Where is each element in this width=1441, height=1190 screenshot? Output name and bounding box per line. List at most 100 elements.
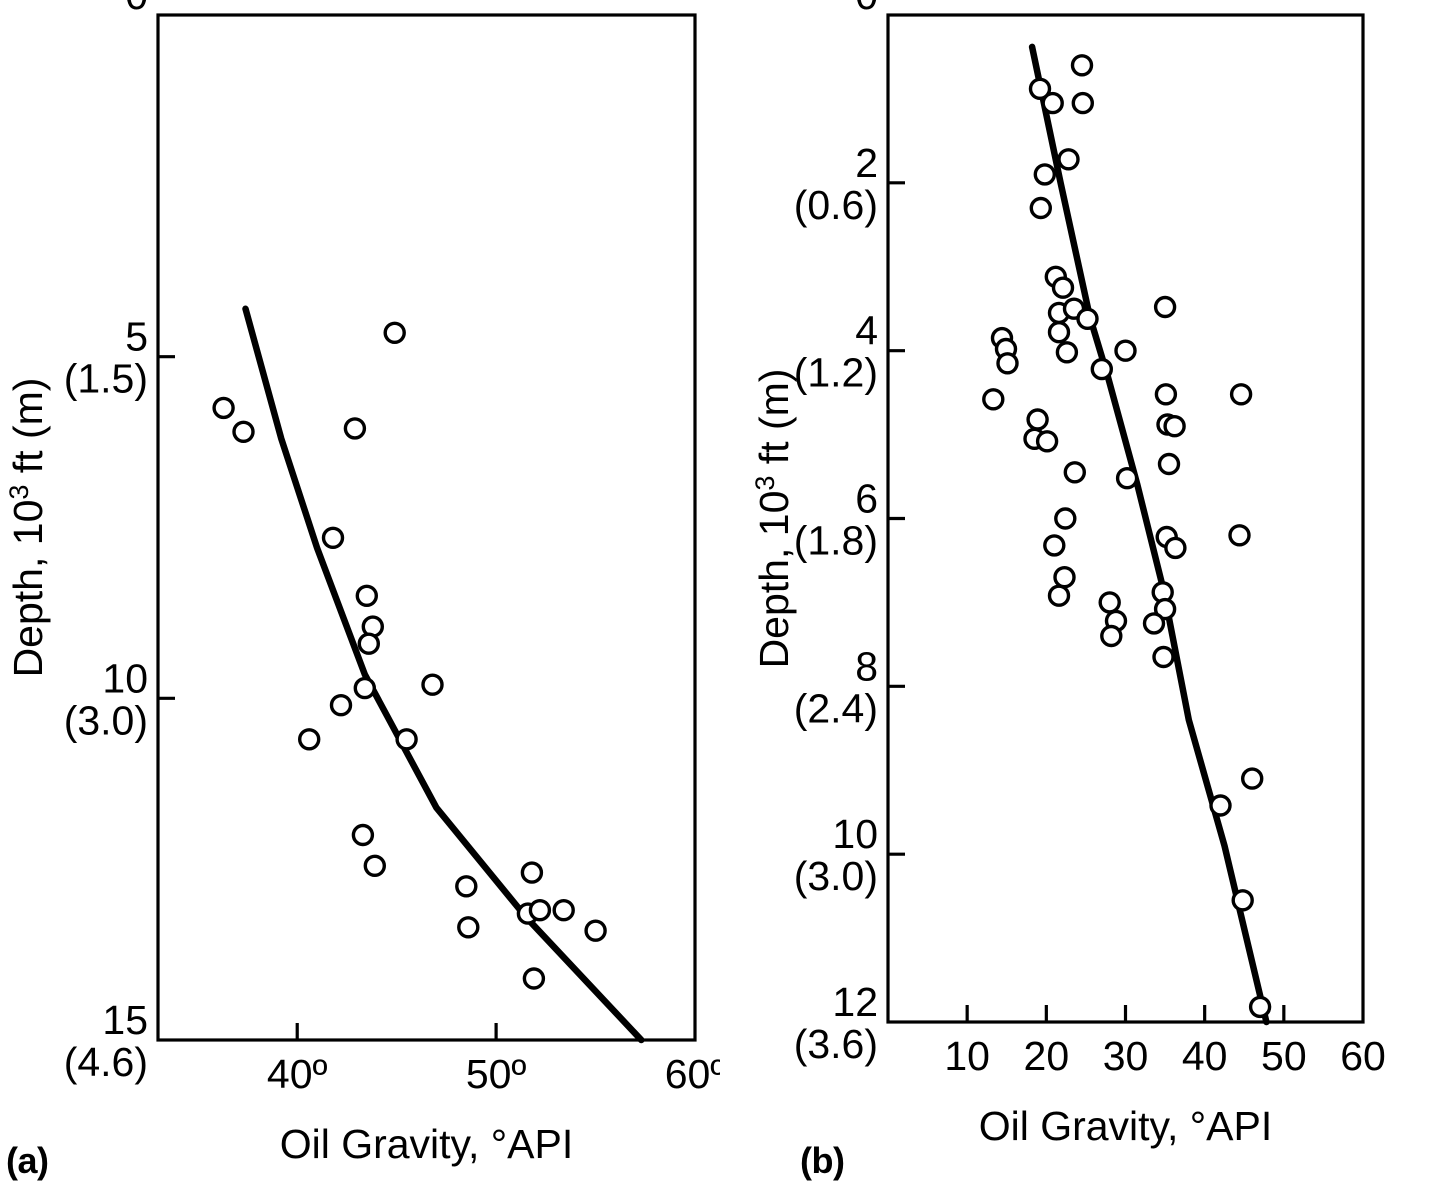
y-tick-label-m-5: (1.5)	[64, 356, 148, 402]
data-point	[1228, 524, 1251, 547]
data-point	[298, 728, 321, 751]
data-point	[1051, 276, 1075, 299]
y-tick-label-m-4: (1.2)	[794, 350, 878, 396]
data-point	[996, 352, 1019, 375]
data-point	[1026, 408, 1049, 431]
data-point	[1053, 566, 1076, 589]
data-point	[1054, 507, 1077, 530]
data-point	[351, 823, 375, 847]
data-point	[363, 854, 386, 877]
chart-b: 10203040506002(0.6)4(1.2)6(1.8)8(2.4)10(…	[750, 0, 1386, 1149]
data-point	[1043, 534, 1066, 557]
data-point	[1076, 307, 1099, 330]
data-point	[457, 916, 480, 939]
y-axis-title-part1: Depth, 10	[5, 500, 51, 678]
x-axis-title: Oil Gravity, °API	[280, 1121, 574, 1167]
data-point	[1142, 612, 1166, 635]
y-tick-label-m-15: (4.6)	[64, 1039, 148, 1085]
x-tick-label-60º: 60º	[665, 1051, 720, 1097]
y-tick-label-m-6: (1.8)	[794, 518, 878, 564]
data-point	[982, 388, 1005, 411]
data-point	[1098, 591, 1121, 614]
y-tick-label-ft-15: 15	[102, 997, 148, 1043]
panel-b-label: (b)	[800, 1140, 845, 1181]
data-point	[1071, 91, 1094, 115]
y-tick-label-ft-6: 6	[855, 476, 878, 522]
y-axis-title-superscript: 3	[750, 476, 780, 491]
y-tick-label-ft-10: 10	[102, 655, 148, 701]
data-point	[357, 632, 380, 655]
data-point	[1114, 339, 1137, 362]
y-axis-title-part2: ft (m)	[5, 378, 51, 485]
data-points	[982, 54, 1272, 1019]
data-point	[1063, 461, 1086, 484]
x-tick-label-30: 30	[1103, 1033, 1149, 1079]
data-point	[1090, 357, 1113, 381]
data-point	[522, 967, 546, 990]
data-point	[1153, 295, 1177, 319]
x-tick-label-50: 50	[1261, 1033, 1307, 1079]
data-point	[528, 899, 552, 922]
data-point	[1153, 597, 1177, 621]
y-tick-label-ft-0: 0	[125, 0, 148, 18]
x-tick-label-40º: 40º	[267, 1051, 328, 1097]
y-axis-title-part2: ft (m)	[751, 369, 797, 476]
y-tick-label-ft-0: 0	[855, 0, 878, 18]
y-tick-label-m-8: (2.4)	[794, 685, 878, 731]
data-point	[343, 417, 367, 440]
y-tick-label-ft-10: 10	[832, 811, 878, 857]
y-tick-label-m-2: (0.6)	[794, 182, 878, 228]
data-point	[1029, 196, 1052, 220]
x-axis-title: Oil Gravity, °API	[979, 1103, 1273, 1149]
y-tick-label-ft-5: 5	[125, 314, 148, 360]
x-tick-label-40: 40	[1182, 1033, 1228, 1079]
y-axis-title-part1: Depth, 10	[751, 491, 797, 669]
y-tick-label-ft-12: 12	[832, 979, 878, 1025]
data-point	[212, 396, 235, 420]
data-point	[1164, 536, 1187, 560]
data-point	[1229, 383, 1253, 406]
data-point	[1033, 163, 1056, 186]
data-point	[1154, 383, 1178, 406]
chart-a: 40º 50º 60º 0 5(1.5) 10(3.0) 15(4.6) Oil Gravit…	[4, 0, 720, 1167]
plot-frame	[886, 13, 1365, 1024]
data-point	[1163, 415, 1186, 438]
y-axis-title-superscript: 3	[4, 485, 34, 500]
data-point	[1057, 148, 1080, 171]
x-tick-label-60: 60	[1340, 1033, 1386, 1079]
data-point	[329, 694, 353, 717]
data-point	[383, 321, 406, 344]
data-point	[1028, 77, 1052, 101]
data-point	[421, 673, 444, 696]
data-points	[212, 321, 607, 990]
y-tick-label-m-10: (3.0)	[64, 697, 148, 743]
data-point	[1047, 584, 1071, 607]
data-point	[1248, 995, 1272, 1019]
x-tick-label-50º: 50º	[466, 1051, 527, 1097]
data-point	[355, 584, 378, 607]
x-tick-label-10: 10	[944, 1033, 990, 1079]
y-tick-label-ft-2: 2	[855, 140, 878, 186]
data-point	[1035, 430, 1059, 453]
y-axis-title: Depth, 103 ft (m)	[4, 378, 51, 678]
y-tick-label-m-10: (3.0)	[794, 853, 878, 899]
data-point	[520, 861, 544, 884]
panel-a: 40º 50º 60º 0 5(1.5) 10(3.0) 15(4.6) Oil Gravit…	[0, 0, 720, 1190]
data-point	[1055, 341, 1079, 364]
data-point	[455, 875, 478, 898]
y-tick-label-ft-8: 8	[855, 643, 878, 689]
y-axis-title: Depth, 103 ft (m)	[750, 369, 797, 669]
data-point	[1047, 321, 1071, 344]
data-point	[232, 420, 255, 443]
data-point	[1041, 91, 1064, 115]
y-tick-label-m-12: (3.6)	[794, 1021, 878, 1067]
data-point	[1115, 467, 1139, 490]
data-point	[1231, 889, 1254, 912]
x-tick-label-20: 20	[1024, 1033, 1070, 1079]
data-point	[552, 899, 575, 922]
data-point	[1209, 794, 1232, 817]
data-point	[353, 676, 376, 700]
panel-a-label: (a)	[6, 1140, 49, 1181]
data-point	[321, 526, 345, 549]
data-point	[1100, 624, 1123, 648]
